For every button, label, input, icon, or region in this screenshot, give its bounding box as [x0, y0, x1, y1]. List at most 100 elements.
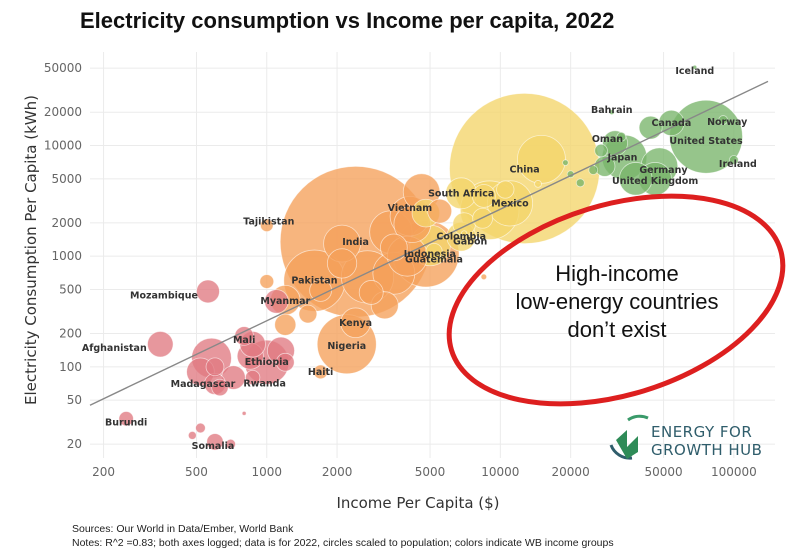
- bubble-rwanda: [245, 369, 261, 386]
- bubble: [225, 438, 236, 450]
- bubble: [562, 159, 569, 166]
- logo-text-line-2: GROWTH HUB: [651, 441, 762, 459]
- bubble: [274, 313, 297, 336]
- logo-arc-top-icon: [627, 414, 649, 422]
- bubble: [205, 357, 225, 377]
- bubble: [471, 184, 496, 208]
- country-label-colombia: Colombia: [436, 232, 486, 243]
- country-label-madagascar: Madagascar: [171, 379, 236, 390]
- x-tick-label: 10000: [481, 465, 519, 479]
- x-tick-label: 200: [92, 465, 115, 479]
- bubble-norway: [718, 115, 729, 125]
- country-label-japan: Japan: [606, 152, 637, 163]
- y-axis-title: Electricity Consumption Per Capita (kWh): [22, 95, 40, 405]
- bubble: [594, 143, 608, 158]
- bubble: [275, 352, 295, 372]
- sources-note: Sources: Our World in Data/Ember, World …: [72, 523, 294, 535]
- bubble-burundi: [118, 411, 134, 427]
- country-label-bahrain: Bahrain: [591, 105, 633, 116]
- bubble-haiti: [313, 364, 328, 380]
- country-label-kenya: Kenya: [339, 318, 372, 329]
- x-tick-label: 500: [185, 465, 208, 479]
- country-label-mozambique: Mozambique: [130, 290, 198, 301]
- bubble: [187, 431, 197, 440]
- country-label-china: China: [509, 164, 539, 175]
- country-label-myanmar: Myanmar: [260, 296, 310, 307]
- country-label-mexico: Mexico: [491, 198, 529, 209]
- country-label-india: India: [342, 237, 369, 248]
- country-labels-layer: India China United States Indonesia Pakistan…: [82, 66, 757, 452]
- country-label-south-africa: South Africa: [428, 188, 494, 199]
- bubble: [496, 180, 515, 199]
- bubble: [638, 115, 663, 140]
- x-tick-label: 20000: [552, 465, 590, 479]
- country-label-mali: Mali: [233, 335, 255, 346]
- y-tick-label: 50000: [44, 61, 82, 75]
- y-tick-label: 20000: [44, 105, 82, 119]
- y-tick-label: 5000: [51, 172, 82, 186]
- bubble: [534, 180, 542, 188]
- bubbles-layer: [118, 64, 743, 451]
- chart-title: Electricity consumption vs Income per ca…: [80, 8, 614, 33]
- y-axis-ticks: 20 50 100 200 500 1000 2000 5000 10000 20000 50000: [44, 61, 82, 451]
- bubble: [575, 178, 585, 188]
- y-tick-label: 10000: [44, 139, 82, 153]
- country-label-ireland: Ireland: [719, 159, 757, 170]
- bubble-guatemala: [425, 242, 443, 261]
- country-label-united-kingdom: United Kingdom: [612, 176, 698, 187]
- logo-bolt-icon: [616, 430, 638, 459]
- y-tick-label: 1000: [51, 249, 82, 263]
- country-label-burundi: Burundi: [105, 418, 147, 429]
- country-label-afghanistan: Afghanistan: [82, 343, 147, 354]
- trend-line-layer: [89, 80, 769, 406]
- country-label-united-states: United States: [669, 136, 743, 147]
- country-label-norway: Norway: [707, 117, 748, 128]
- bubble: [211, 378, 229, 397]
- country-label-oman: Oman: [592, 134, 623, 145]
- country-label-tajikistan: Tajikistan: [243, 216, 294, 227]
- country-label-somalia: Somalia: [192, 441, 235, 452]
- y-tick-label: 500: [59, 282, 82, 296]
- country-label-iceland: Iceland: [675, 66, 714, 77]
- y-tick-label: 2000: [51, 216, 82, 230]
- bubble-afghanistan: [147, 331, 174, 358]
- x-tick-label: 2000: [322, 465, 353, 479]
- bubble-gabon: [460, 230, 468, 237]
- logo-arc-bottom-icon: [609, 444, 633, 460]
- y-tick-label: 20: [67, 437, 82, 451]
- bubble: [517, 134, 566, 184]
- callout-line-2: low-energy countries: [516, 289, 719, 314]
- x-axis-ticks: 200 500 1000 2000 5000 10000 20000 50000 100000: [92, 465, 757, 479]
- country-label-pakistan: Pakistan: [291, 276, 337, 287]
- country-label-gabon: Gabon: [453, 237, 488, 248]
- bubble-mozambique: [196, 279, 220, 304]
- country-label-rwanda: Rwanda: [243, 379, 285, 390]
- energy-for-growth-logo: ENERGY FOR GROWTH HUB: [609, 414, 762, 460]
- bubble: [298, 304, 318, 324]
- x-tick-label: 1000: [252, 465, 283, 479]
- bubble: [264, 289, 289, 314]
- bubble: [241, 410, 247, 416]
- bubble: [480, 273, 488, 281]
- country-label-indonesia: Indonesia: [404, 249, 456, 260]
- y-tick-label: 100: [59, 360, 82, 374]
- country-label-haiti: Haiti: [308, 367, 333, 378]
- country-label-canada: Canada: [651, 118, 691, 129]
- bubble: [195, 422, 206, 434]
- country-label-ethiopia: Ethiopia: [245, 357, 289, 368]
- country-label-germany: Germany: [639, 165, 688, 176]
- x-tick-label: 100000: [711, 465, 757, 479]
- bubble-iceland: [692, 64, 698, 70]
- country-label-guatemala: Guatemala: [405, 255, 463, 266]
- bubble-bahrain: [608, 109, 615, 116]
- callout-line-3: don’t exist: [567, 317, 666, 342]
- callout-ellipse: [446, 193, 786, 407]
- logo-text-line-1: ENERGY FOR: [651, 423, 752, 441]
- country-label-vietnam: Vietnam: [388, 203, 433, 214]
- bubble: [618, 162, 653, 196]
- bubble-ireland: [729, 155, 739, 165]
- country-label-nigeria: Nigeria: [327, 341, 366, 352]
- callout-line-1: High-income: [555, 261, 679, 286]
- y-tick-label: 200: [59, 327, 82, 341]
